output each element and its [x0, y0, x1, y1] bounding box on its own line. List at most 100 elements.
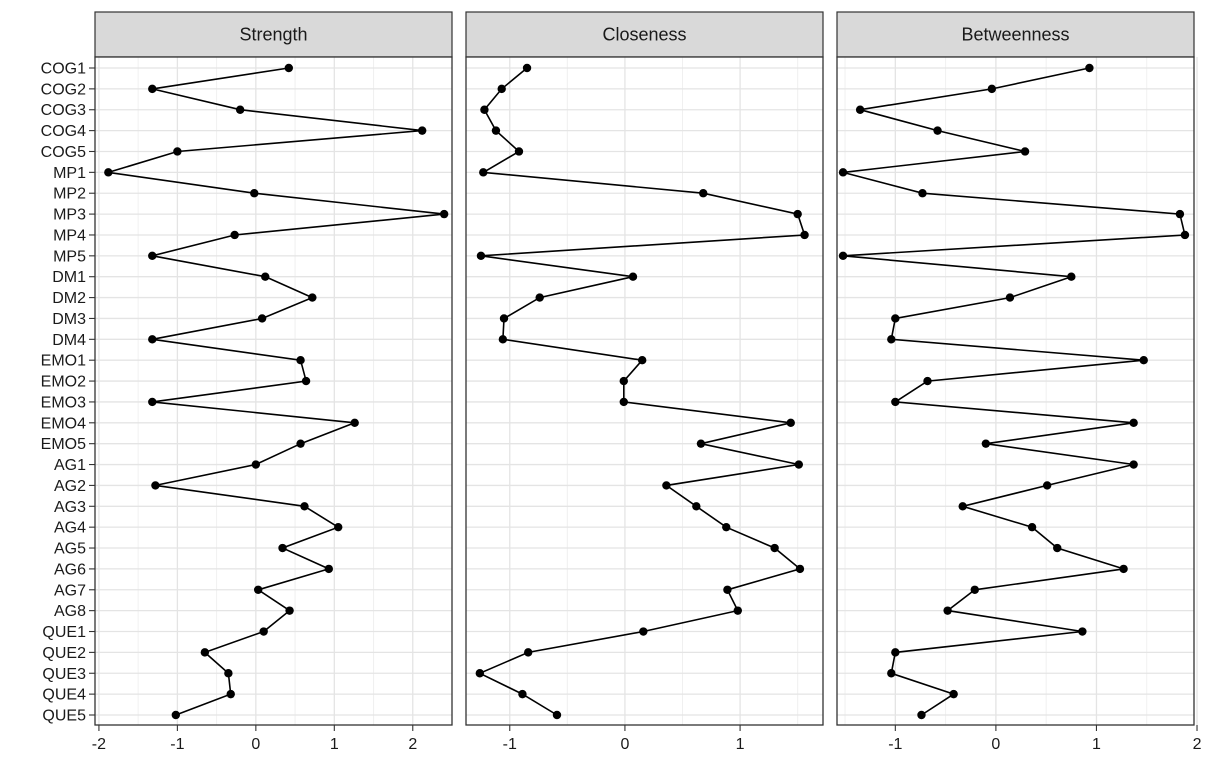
- point-betweenness-cog1: [1085, 63, 1094, 73]
- strip-label-betweenness: Betweenness: [961, 25, 1069, 45]
- point-strength-que5: [171, 710, 181, 720]
- point-closeness-ag1: [794, 460, 804, 469]
- y-tick-label-cog5: COG5: [41, 144, 86, 161]
- panel-background: [95, 57, 452, 725]
- y-tick-label-emo5: EMO5: [41, 436, 86, 453]
- point-strength-ag2: [151, 481, 160, 490]
- point-closeness-emo1: [637, 355, 647, 365]
- series-line-betweenness: [842, 67, 1186, 716]
- point-betweenness-mp1: [838, 168, 848, 177]
- point-strength-cog4: [417, 126, 427, 135]
- y-tick-label-mp3: MP3: [53, 207, 86, 224]
- x-tick-label-closeness: -1: [503, 736, 517, 753]
- point-betweenness-emo4: [1129, 418, 1138, 428]
- x-tick-label-betweenness: 2: [1193, 736, 1202, 753]
- y-tick-label-cog1: COG1: [41, 61, 86, 78]
- point-strength-dm1: [261, 272, 270, 281]
- y-tick-label-emo4: EMO4: [41, 415, 86, 432]
- point-strength-que4: [226, 689, 235, 699]
- point-betweenness-que4: [949, 689, 958, 699]
- point-closeness-mp5: [476, 251, 486, 261]
- x-tick-label-strength: 0: [251, 736, 260, 753]
- y-tick-label-que2: QUE2: [42, 645, 86, 662]
- point-strength-ag6: [324, 564, 334, 574]
- point-closeness-ag5: [770, 543, 779, 553]
- point-strength-dm4: [148, 335, 157, 344]
- panel-closeness: Closeness -1 0 1: [465, 11, 824, 753]
- point-betweenness-emo1: [1139, 355, 1148, 365]
- x-tick-label-betweenness: 0: [991, 736, 1000, 753]
- point-betweenness-que5: [917, 710, 926, 720]
- y-tick-label-cog3: COG3: [41, 102, 86, 119]
- point-strength-que1: [259, 627, 268, 636]
- point-betweenness-cog2: [987, 84, 997, 94]
- point-strength-mp2: [250, 189, 259, 198]
- point-strength-que3: [224, 669, 233, 678]
- point-strength-ag4: [334, 522, 343, 532]
- point-betweenness-emo2: [923, 376, 932, 386]
- panel-border: [465, 56, 824, 726]
- point-closeness-dm1: [628, 272, 638, 281]
- strip-betweenness: [836, 11, 1195, 58]
- point-closeness-emo3: [619, 397, 628, 407]
- point-betweenness-ag6: [1119, 564, 1128, 574]
- point-betweenness-cog5: [1020, 147, 1030, 156]
- y-tick-label-cog2: COG2: [41, 81, 86, 98]
- point-betweenness-que3: [887, 669, 896, 678]
- x-tick-label-betweenness: -1: [888, 736, 902, 753]
- point-strength-cog2: [148, 84, 157, 94]
- point-strength-dm3: [257, 314, 267, 323]
- y-tick-label-ag1: AG1: [54, 457, 86, 474]
- panel-background: [837, 57, 1194, 725]
- y-tick-label-mp2: MP2: [53, 186, 86, 203]
- point-closeness-emo5: [696, 439, 706, 448]
- point-closeness-ag2: [662, 481, 671, 490]
- x-tick-label-strength: 1: [330, 736, 339, 753]
- point-closeness-mp4: [800, 230, 809, 240]
- y-tick-label-ag8: AG8: [54, 603, 86, 620]
- point-betweenness-ag2: [1042, 481, 1052, 490]
- y-tick-label-mp4: MP4: [53, 227, 86, 244]
- point-closeness-ag4: [722, 522, 731, 532]
- y-tick-label-mp1: MP1: [53, 165, 86, 182]
- y-tick-label-que3: QUE3: [42, 666, 86, 683]
- panel-background: [466, 57, 823, 725]
- point-betweenness-ag5: [1053, 543, 1062, 553]
- y-tick-label-mp5: MP5: [53, 248, 86, 265]
- point-strength-emo1: [296, 355, 305, 365]
- point-strength-ag1: [251, 460, 261, 469]
- point-betweenness-dm2: [1005, 293, 1015, 302]
- strip-label-closeness: Closeness: [602, 25, 686, 45]
- x-tick-label-strength: 2: [408, 736, 417, 753]
- y-tick-label-dm4: DM4: [52, 332, 86, 349]
- point-betweenness-dm3: [891, 314, 900, 323]
- point-betweenness-emo5: [981, 439, 991, 448]
- point-closeness-que2: [523, 648, 533, 657]
- y-tick-label-dm3: DM3: [52, 311, 86, 328]
- series-line-strength: [108, 67, 445, 716]
- y-tick-label-ag7: AG7: [54, 582, 86, 599]
- point-betweenness-ag8: [943, 606, 952, 615]
- point-closeness-que3: [475, 669, 485, 678]
- point-strength-ag8: [285, 606, 294, 615]
- y-tick-label-emo2: EMO2: [41, 374, 86, 391]
- point-strength-emo4: [350, 418, 359, 428]
- point-closeness-ag6: [795, 564, 805, 574]
- point-strength-ag5: [278, 543, 287, 553]
- point-strength-cog1: [284, 63, 293, 73]
- point-closeness-ag7: [723, 585, 732, 594]
- point-strength-mp5: [148, 251, 157, 261]
- point-strength-emo3: [148, 397, 157, 407]
- strip-strength: [94, 11, 453, 58]
- panel-border: [94, 56, 453, 726]
- point-betweenness-ag1: [1129, 460, 1138, 469]
- y-tick-label-ag3: AG3: [54, 499, 86, 516]
- point-strength-mp4: [230, 230, 239, 240]
- point-betweenness-que2: [891, 648, 900, 657]
- x-tick-label-strength: -2: [92, 736, 106, 753]
- point-strength-cog5: [173, 147, 182, 156]
- point-betweenness-mp3: [1175, 209, 1185, 219]
- point-betweenness-mp5: [838, 251, 848, 261]
- point-betweenness-dm1: [1067, 272, 1076, 281]
- y-tick-label-ag4: AG4: [54, 520, 86, 537]
